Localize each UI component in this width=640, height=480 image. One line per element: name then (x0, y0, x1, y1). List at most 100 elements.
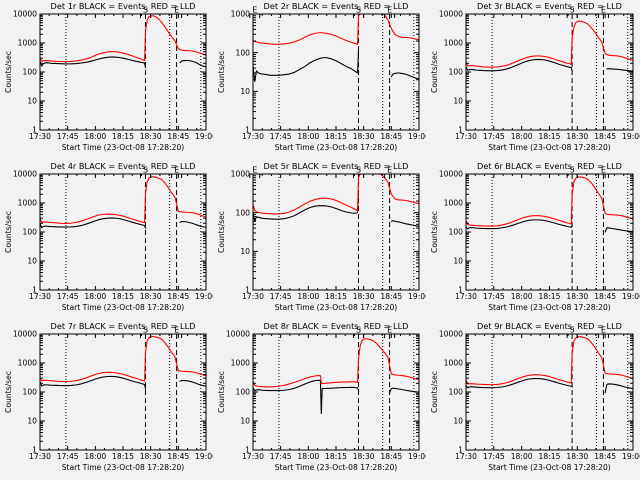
plot-svg: 17:30 17:45 18:00 18:15 18:30 18:45 19:00 1 10 10… (426, 320, 640, 480)
xtick-label: 18:00 (511, 132, 533, 141)
y-axis-label: Counts/sec (217, 211, 226, 253)
xtick-label: 18:00 (84, 292, 106, 301)
marker-bracket (566, 13, 578, 18)
ytick-label: 1 (458, 286, 463, 295)
ytick-label: 10 (240, 87, 250, 96)
panel-title: Det 4r BLACK = Events, RED = LLD (51, 161, 196, 171)
marker-label-e: E (601, 166, 606, 175)
plot-svg: 17:30 17:45 18:00 18:15 18:30 18:45 19:00 1 10 10… (0, 0, 213, 160)
top-mask (213, 0, 426, 14)
xtick-label: 17:30 (29, 292, 51, 301)
marker-bracket (384, 333, 396, 338)
detector-panel-1: 17:30 17:45 18:00 18:15 18:30 18:45 19:00 1 10 10… (0, 0, 213, 160)
marker-label-s: S (570, 326, 575, 335)
top-mask (426, 320, 640, 334)
xtick-label: 18:45 (167, 132, 189, 141)
left-mask (426, 160, 466, 320)
xtick-label: 18:15 (325, 292, 347, 301)
ytick-label: 1 (32, 126, 37, 135)
top-mask (426, 160, 640, 174)
marker-bracket (139, 173, 151, 178)
ytick-label: 10 (453, 97, 463, 106)
right-mask (420, 160, 426, 320)
xtick-label: 18:15 (539, 452, 561, 461)
series-events (252, 379, 420, 415)
ytick-label: 1000 (231, 170, 250, 179)
xtick-label: 18:15 (325, 132, 347, 141)
ytick-label: 1 (458, 126, 463, 135)
y-axis-label: Counts/sec (217, 51, 226, 93)
detector-panel-7: 17:30 17:45 18:00 18:15 18:30 18:45 19:00 1 10 10… (0, 320, 213, 480)
marker-bracket (171, 333, 183, 338)
xtick-label: 17:30 (455, 452, 477, 461)
top-mask (213, 320, 426, 334)
xtick-label: 18:30 (353, 292, 375, 301)
right-mask (420, 320, 426, 480)
ytick-label: 100 (236, 388, 251, 397)
xtick-label: 18:45 (594, 292, 616, 301)
xtick-label: 18:15 (112, 292, 134, 301)
plot-area (40, 174, 206, 290)
xtick-label: 19:00 (622, 292, 640, 301)
marker-bracket (352, 333, 364, 338)
marker-label-s: S (143, 6, 148, 15)
ytick-label: 10 (453, 257, 463, 266)
xtick-label: 18:30 (140, 452, 162, 461)
ytick-label: 1000 (231, 10, 250, 19)
x-axis-label: Start Time (23-Oct-08 17:28:20) (62, 303, 185, 312)
x-axis-label: Start Time (23-Oct-08 17:28:20) (488, 143, 611, 152)
panel-title: Det 7r BLACK = Events, RED = LLD (51, 321, 196, 331)
xtick-label: 18:15 (325, 452, 347, 461)
plot-area (466, 14, 633, 130)
xtick-label: 18:00 (297, 452, 319, 461)
xtick-label: 17:30 (455, 292, 477, 301)
top-mask (0, 0, 213, 14)
left-mask (426, 0, 466, 160)
left-mask (0, 0, 40, 160)
marker-bracket (249, 13, 261, 18)
top-mask (0, 320, 213, 334)
xtick-label: 18:15 (112, 132, 134, 141)
marker-bracket (597, 13, 609, 18)
marker-label-e: E (174, 166, 179, 175)
series-events (465, 219, 634, 233)
ytick-label: 100 (23, 68, 38, 77)
marker-bracket (171, 173, 183, 178)
y-axis-label: Counts/sec (430, 371, 439, 413)
xtick-label: 18:00 (84, 132, 106, 141)
x-axis-label: Start Time (23-Oct-08 17:28:20) (488, 463, 611, 472)
marker-label-s: S (356, 6, 361, 15)
top-mask (426, 0, 640, 14)
right-mask (207, 0, 213, 160)
xtick-label: 17:30 (242, 452, 264, 461)
marker-bracket (139, 13, 151, 18)
xtick-label: 18:30 (140, 292, 162, 301)
marker-label-s: S (356, 166, 361, 175)
xtick-label: 19:00 (622, 132, 640, 141)
series-lld (39, 176, 207, 224)
xtick-label: 18:15 (539, 292, 561, 301)
right-mask (207, 160, 213, 320)
plot-svg: 17:30 17:45 18:00 18:15 18:30 18:45 19:00 1 10 10… (0, 160, 213, 320)
marker-label-e: E (387, 6, 392, 15)
ytick-label: 10000 (13, 330, 37, 339)
xtick-label: 18:00 (297, 132, 319, 141)
xtick-label: 17:45 (270, 292, 292, 301)
xtick-label: 17:30 (455, 132, 477, 141)
marker-label-e: E (252, 6, 257, 15)
marker-label-e: E (601, 6, 606, 15)
ytick-label: 1000 (444, 359, 463, 368)
plot-svg: 17:30 17:45 18:00 18:15 18:30 18:45 19:00 1 10 10… (213, 160, 426, 320)
ytick-label: 10000 (439, 10, 463, 19)
panel-title: Det 1r BLACK = Events, RED = LLD (51, 1, 196, 11)
plot-area (40, 14, 206, 130)
x-axis-label: Start Time (23-Oct-08 17:28:20) (62, 143, 185, 152)
series-lld (39, 15, 207, 63)
xtick-label: 17:45 (270, 452, 292, 461)
ytick-label: 1000 (231, 359, 250, 368)
marker-label-s: S (143, 166, 148, 175)
xtick-label: 18:00 (511, 292, 533, 301)
ytick-label: 1000 (18, 199, 37, 208)
xtick-label: 18:30 (566, 292, 588, 301)
